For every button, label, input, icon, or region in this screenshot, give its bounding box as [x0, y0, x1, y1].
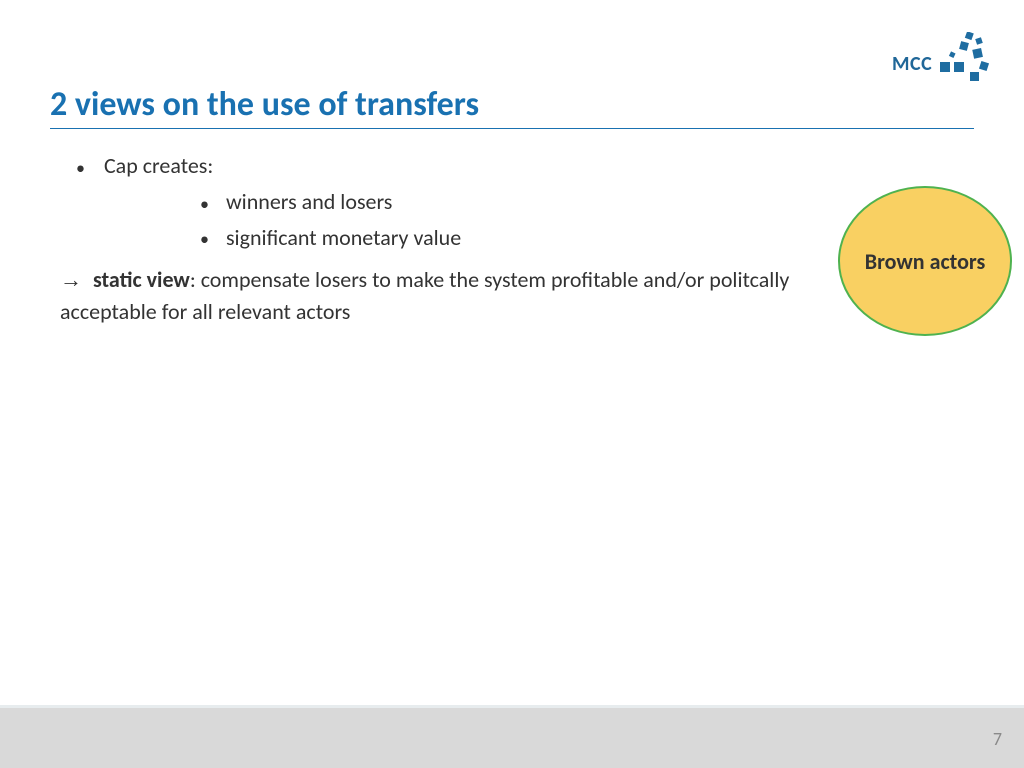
bullet-l1-text: Cap creates: [104, 152, 213, 179]
bullet-l2-text: winners and losers [226, 188, 392, 215]
arrow-icon: → [60, 267, 82, 292]
title-underline [50, 128, 974, 129]
mcc-logo: MCC [892, 28, 982, 88]
static-view-paragraph: → static view: compensate losers to make… [60, 264, 800, 328]
bullet-level2: significant monetary value [200, 222, 800, 254]
brown-actors-callout: Brown actors [838, 186, 1012, 336]
para-bold: static view [93, 266, 190, 293]
ellipse-shape: Brown actors [838, 186, 1012, 336]
bullet-level1: Cap creates: [76, 150, 800, 182]
bullet-level2: winners and losers [200, 186, 800, 218]
logo-shapes-icon [940, 32, 992, 86]
footer-bar: 7 [0, 708, 1024, 768]
slide: MCC 2 views on the use of transfers Cap … [0, 0, 1024, 768]
bullet-l2-text: significant monetary value [226, 224, 461, 251]
content-area: Cap creates: winners and losers signific… [60, 148, 800, 327]
page-number: 7 [993, 728, 1002, 750]
ellipse-label: Brown actors [840, 248, 1010, 275]
logo-text: MCC [892, 52, 932, 76]
slide-title: 2 views on the use of transfers [50, 84, 479, 125]
